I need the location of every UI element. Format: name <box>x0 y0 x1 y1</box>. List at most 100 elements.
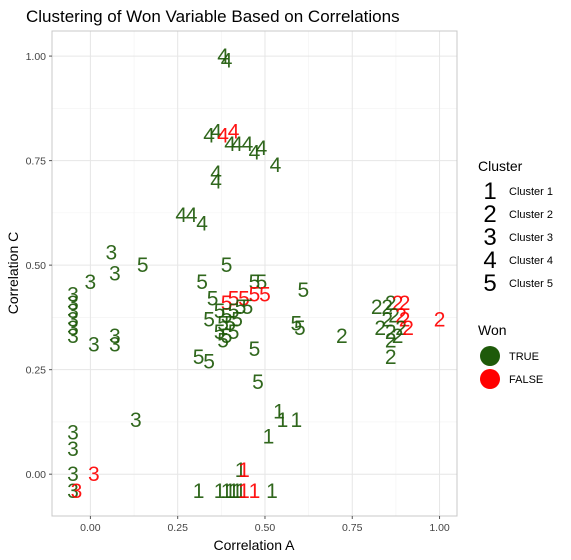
data-point-cluster-5: 5 <box>214 300 226 323</box>
data-point-cluster-4: 4 <box>231 133 243 156</box>
data-point-cluster-4: 4 <box>224 133 236 156</box>
x-tick-label: 0.50 <box>255 522 276 534</box>
cluster-legend-label: Cluster 1 <box>509 186 553 198</box>
data-point-cluster-2: 2 <box>388 304 400 327</box>
won-legend-items: TRUE FALSE <box>480 346 543 389</box>
data-point-cluster-2: 2 <box>399 292 411 315</box>
data-point-cluster-1: 1 <box>231 480 243 503</box>
data-point-cluster-4: 4 <box>256 137 268 160</box>
data-point-cluster-5: 5 <box>221 254 233 277</box>
cluster-legend-items: 1 Cluster 1 2 Cluster 2 3 Cluster 3 4 Cluster 4… <box>483 178 553 297</box>
data-point-cluster-2: 2 <box>371 296 383 319</box>
data-point-cluster-4: 4 <box>270 154 282 177</box>
data-point-cluster-2: 2 <box>395 317 407 340</box>
data-point-cluster-1: 1 <box>238 459 250 482</box>
y-tick-label: 0.00 <box>26 469 47 481</box>
data-point-cluster-5: 5 <box>217 329 229 352</box>
data-point-cluster-3: 3 <box>67 480 79 503</box>
x-tick-label: 1.00 <box>429 522 450 534</box>
data-point-cluster-2: 2 <box>402 317 414 340</box>
data-point-cluster-1: 1 <box>235 459 247 482</box>
data-point-cluster-5: 5 <box>238 288 250 311</box>
grid-lines <box>52 31 457 516</box>
won-legend-key <box>480 346 500 366</box>
data-point-cluster-4: 4 <box>186 204 198 227</box>
chart-title: Clustering of Won Variable Based on Corr… <box>26 7 400 26</box>
cluster-legend-key: 1 <box>483 178 496 205</box>
data-point-cluster-5: 5 <box>203 350 215 373</box>
data-point-cluster-5: 5 <box>214 321 226 344</box>
data-point-cluster-2: 2 <box>336 325 348 348</box>
data-point-cluster-3: 3 <box>67 317 79 340</box>
data-point-cluster-2: 2 <box>385 321 397 344</box>
data-point-cluster-5: 5 <box>298 279 310 302</box>
data-point-cluster-3: 3 <box>67 438 79 461</box>
data-point-cluster-1: 1 <box>238 480 250 503</box>
data-point-cluster-3: 3 <box>67 300 79 323</box>
plot-panel-border <box>51 30 458 517</box>
data-point-cluster-1: 1 <box>263 426 275 449</box>
data-point-cluster-5: 5 <box>249 338 261 361</box>
data-point-cluster-1: 1 <box>214 480 226 503</box>
x-axis-title: Correlation A <box>214 537 296 553</box>
y-tick-label: 0.25 <box>26 365 47 377</box>
data-point-cluster-5: 5 <box>137 254 149 277</box>
data-point-cluster-3: 3 <box>85 271 97 294</box>
y-tick-label: 0.50 <box>26 260 47 272</box>
data-point-cluster-5: 5 <box>228 300 240 323</box>
data-point-cluster-1: 1 <box>235 480 247 503</box>
data-point-cluster-4: 4 <box>196 212 208 235</box>
cluster-legend-key: 4 <box>483 247 496 274</box>
data-point-cluster-1: 1 <box>291 409 303 432</box>
cluster-legend-label: Cluster 4 <box>509 255 553 267</box>
data-point-cluster-5: 5 <box>228 321 240 344</box>
data-point-cluster-2: 2 <box>385 346 397 369</box>
data-point-cluster-3: 3 <box>67 308 79 331</box>
cluster-legend-key: 2 <box>483 201 496 228</box>
won-legend-label: FALSE <box>509 374 543 386</box>
data-point-cluster-4: 4 <box>217 45 229 68</box>
data-point-cluster-5: 5 <box>252 371 264 394</box>
y-tick-label: 0.75 <box>26 156 47 168</box>
data-point-cluster-2: 2 <box>392 292 404 315</box>
cluster-legend-key: 3 <box>483 224 496 251</box>
data-point-cluster-3: 3 <box>106 242 118 265</box>
data-point-cluster-3: 3 <box>67 292 79 315</box>
data-point-cluster-3: 3 <box>67 283 79 306</box>
data-point-cluster-5: 5 <box>228 288 240 311</box>
cluster-legend-label: Cluster 2 <box>509 209 553 221</box>
y-axis-title: Correlation C <box>5 232 21 314</box>
data-point-cluster-5: 5 <box>221 325 233 348</box>
data-point-cluster-3: 3 <box>88 334 100 357</box>
data-point-cluster-4: 4 <box>203 125 215 148</box>
x-tick-label: 0.75 <box>342 522 363 534</box>
data-point-cluster-5: 5 <box>259 283 271 306</box>
won-legend-label: TRUE <box>509 351 539 363</box>
data-point-cluster-5: 5 <box>249 283 261 306</box>
data-point-cluster-4: 4 <box>228 120 240 143</box>
won-legend-key <box>480 369 500 389</box>
data-point-cluster-3: 3 <box>130 409 142 432</box>
won-legend: Won TRUE FALSE <box>478 322 543 389</box>
data-point-cluster-5: 5 <box>221 304 233 327</box>
data-point-cluster-4: 4 <box>175 204 187 227</box>
cluster-legend: Cluster 1 Cluster 12 Cluster 23 Cluster 34 C… <box>478 158 553 297</box>
axis-ticks: 0.00 0.25 0.50 0.75 1.00 0.00 0.25 0.50 0.75 1.00 <box>26 51 450 534</box>
data-point-cluster-4: 4 <box>242 133 254 156</box>
data-point-cluster-3: 3 <box>109 334 121 357</box>
data-point-cluster-2: 2 <box>385 329 397 352</box>
data-point-cluster-5: 5 <box>235 296 247 319</box>
data-point-cluster-5: 5 <box>217 313 229 336</box>
data-point-cluster-5: 5 <box>294 317 306 340</box>
data-point-cluster-1: 1 <box>266 480 278 503</box>
data-point-cluster-5: 5 <box>242 296 254 319</box>
data-point-cluster-5: 5 <box>224 313 236 336</box>
data-point-cluster-4: 4 <box>210 171 222 194</box>
data-point-cluster-3: 3 <box>67 421 79 444</box>
data-point-cluster-4: 4 <box>210 162 222 185</box>
data-point-cluster-4: 4 <box>210 120 222 143</box>
data-point-cluster-5: 5 <box>291 313 303 336</box>
data-point-cluster-1: 1 <box>228 480 240 503</box>
